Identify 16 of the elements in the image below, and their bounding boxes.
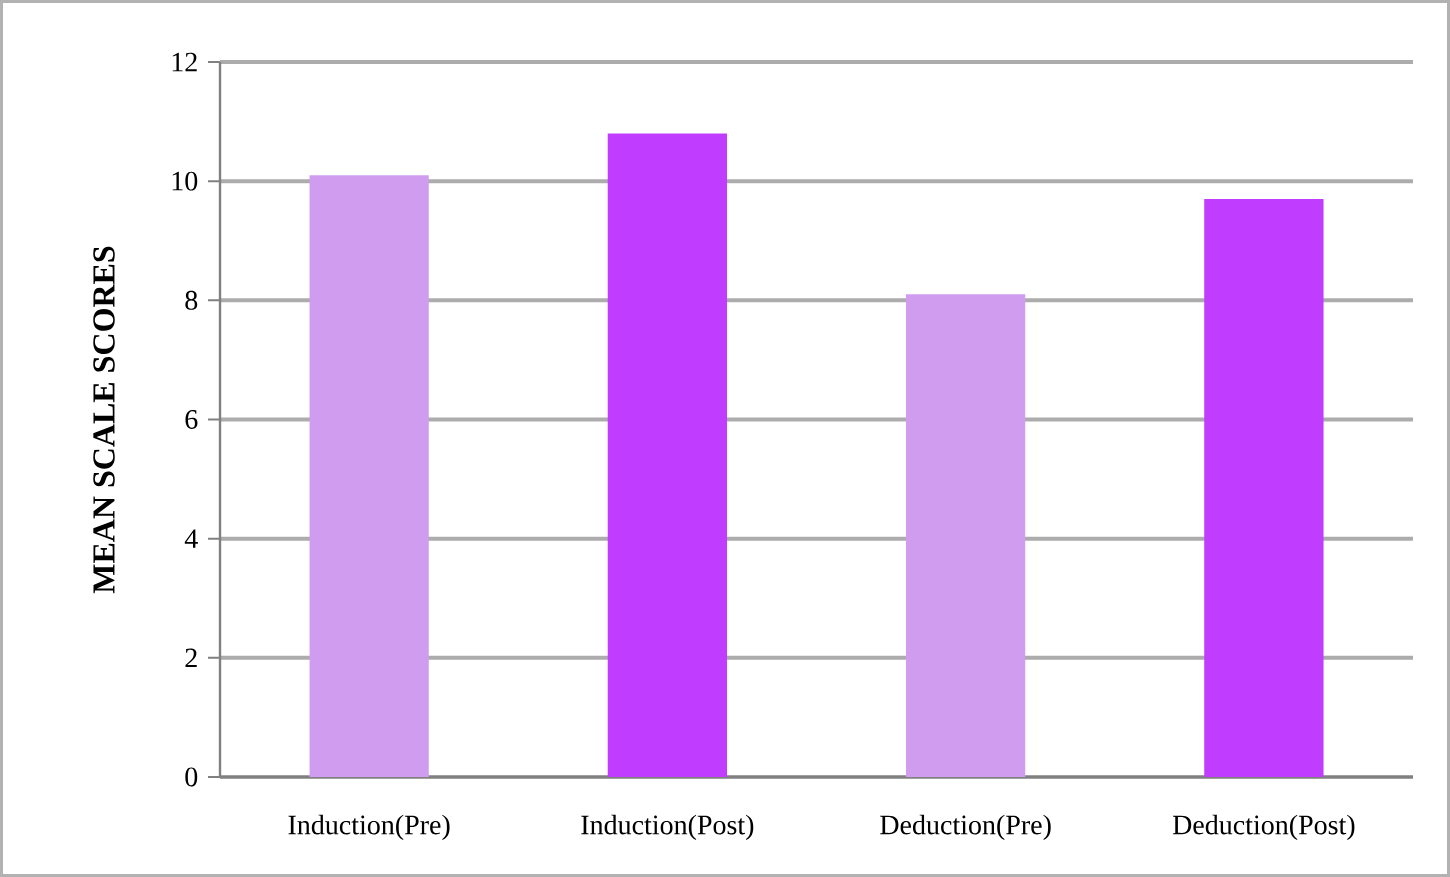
y-tick-label: 0: [185, 767, 198, 787]
bar: [309, 175, 429, 777]
y-tick-label: 2: [185, 648, 197, 668]
x-tick-label: Induction(Post): [581, 814, 754, 841]
y-tick-label: 8: [185, 290, 198, 310]
x-tick-label: Deduction(Pre): [880, 814, 1051, 841]
x-tick-label: Deduction(Post): [1172, 814, 1355, 841]
bar: [1204, 199, 1324, 777]
y-axis-title: MEAN SCALE SCORES: [93, 246, 115, 594]
bar: [905, 294, 1026, 777]
y-tick-label: 6: [185, 410, 198, 429]
y-tick-label: 10: [172, 171, 198, 191]
bar: [607, 133, 728, 777]
y-tick-label: 4: [184, 529, 198, 548]
y-tick-label: 12: [172, 52, 197, 72]
x-tick-label: Induction(Pre): [288, 814, 450, 841]
